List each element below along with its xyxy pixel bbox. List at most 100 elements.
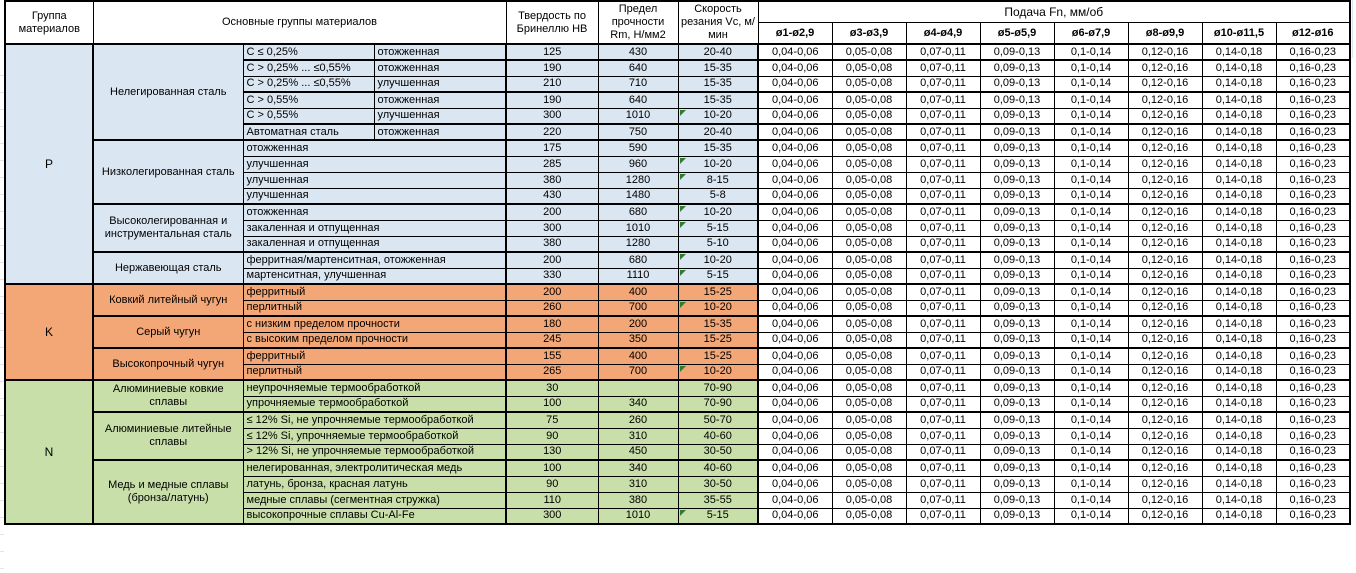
cell-hardness[interactable]: 200	[505, 203, 599, 221]
cell-feed-6[interactable]: 0,14-0,18	[1201, 155, 1277, 173]
col-header-diameter-7[interactable]: ø12-ø16	[1275, 22, 1351, 45]
col-header-main-groups[interactable]: Основные группы материалов	[92, 0, 507, 45]
cell-feed-2[interactable]: 0,07-0,11	[905, 251, 981, 269]
cell-feed-4[interactable]: 0,1-0,14	[1053, 315, 1129, 333]
cell-state[interactable]: отожженная	[373, 91, 507, 109]
cell-feed-4[interactable]: 0,1-0,14	[1053, 75, 1129, 93]
cell-feed-5[interactable]: 0,12-0,16	[1127, 475, 1203, 493]
cell-feed-5[interactable]: 0,12-0,16	[1127, 107, 1203, 125]
cell-condition[interactable]: C > 0,25% ... ≤0,55%	[242, 75, 375, 93]
cell-hardness[interactable]: 125	[505, 43, 599, 61]
cell-feed-7[interactable]: 0,16-0,23	[1275, 283, 1351, 301]
cell-feed-1[interactable]: 0,05-0,08	[831, 347, 907, 365]
cell-feed-0[interactable]: 0,04-0,06	[757, 267, 833, 285]
cell-feed-6[interactable]: 0,14-0,18	[1201, 475, 1277, 493]
cell-feed-2[interactable]: 0,07-0,11	[905, 427, 981, 445]
cell-feed-5[interactable]: 0,12-0,16	[1127, 459, 1203, 477]
cell-speed[interactable]: 15-25	[677, 331, 759, 349]
cell-feed-6[interactable]: 0,14-0,18	[1201, 347, 1277, 365]
cell-feed-4[interactable]: 0,1-0,14	[1053, 267, 1129, 285]
cell-feed-7[interactable]: 0,16-0,23	[1275, 427, 1351, 445]
cell-feed-5[interactable]: 0,12-0,16	[1127, 219, 1203, 237]
cell-hardness[interactable]: 300	[505, 507, 599, 525]
cell-feed-0[interactable]: 0,04-0,06	[757, 491, 833, 509]
cell-feed-1[interactable]: 0,05-0,08	[831, 267, 907, 285]
cell-feed-7[interactable]: 0,16-0,23	[1275, 379, 1351, 397]
cell-hardness[interactable]: 100	[505, 395, 599, 413]
cell-speed[interactable]: 70-90	[677, 379, 759, 397]
cell-feed-0[interactable]: 0,04-0,06	[757, 155, 833, 173]
cell-speed[interactable]: 20-40	[677, 123, 759, 141]
cell-feed-3[interactable]: 0,09-0,13	[979, 139, 1055, 157]
cell-feed-5[interactable]: 0,12-0,16	[1127, 411, 1203, 429]
cell-feed-2[interactable]: 0,07-0,11	[905, 75, 981, 93]
cell-feed-5[interactable]: 0,12-0,16	[1127, 315, 1203, 333]
cell-feed-6[interactable]: 0,14-0,18	[1201, 507, 1277, 525]
cell-feed-2[interactable]: 0,07-0,11	[905, 443, 981, 461]
cell-strength[interactable]: 400	[597, 347, 679, 365]
cell-feed-5[interactable]: 0,12-0,16	[1127, 347, 1203, 365]
cell-feed-3[interactable]: 0,09-0,13	[979, 427, 1055, 445]
cell-feed-5[interactable]: 0,12-0,16	[1127, 379, 1203, 397]
cell-feed-7[interactable]: 0,16-0,23	[1275, 459, 1351, 477]
cell-feed-7[interactable]: 0,16-0,23	[1275, 267, 1351, 285]
cell-feed-7[interactable]: 0,16-0,23	[1275, 203, 1351, 221]
cell-feed-3[interactable]: 0,09-0,13	[979, 123, 1055, 141]
col-header-hardness[interactable]: Твердость по Бринеллю HB	[505, 0, 599, 45]
cell-feed-0[interactable]: 0,04-0,06	[757, 235, 833, 253]
cell-strength[interactable]: 700	[597, 363, 679, 381]
cell-feed-3[interactable]: 0,09-0,13	[979, 283, 1055, 301]
col-header-diameter-6[interactable]: ø10-ø11,5	[1201, 22, 1277, 45]
cell-feed-1[interactable]: 0,05-0,08	[831, 331, 907, 349]
cell-feed-0[interactable]: 0,04-0,06	[757, 475, 833, 493]
cell-speed[interactable]: 70-90	[677, 395, 759, 413]
cell-feed-6[interactable]: 0,14-0,18	[1201, 75, 1277, 93]
cell-feed-0[interactable]: 0,04-0,06	[757, 379, 833, 397]
cell-description[interactable]: закаленная и отпущенная	[242, 219, 507, 237]
cell-feed-5[interactable]: 0,12-0,16	[1127, 171, 1203, 189]
cell-feed-0[interactable]: 0,04-0,06	[757, 91, 833, 109]
cell-feed-1[interactable]: 0,05-0,08	[831, 443, 907, 461]
cell-feed-6[interactable]: 0,14-0,18	[1201, 235, 1277, 253]
cell-feed-3[interactable]: 0,09-0,13	[979, 507, 1055, 525]
cell-feed-1[interactable]: 0,05-0,08	[831, 91, 907, 109]
cell-feed-3[interactable]: 0,09-0,13	[979, 75, 1055, 93]
cell-speed[interactable]: 40-60	[677, 459, 759, 477]
cell-description[interactable]: улучшенная	[242, 187, 507, 205]
cell-feed-2[interactable]: 0,07-0,11	[905, 507, 981, 525]
cell-feed-1[interactable]: 0,05-0,08	[831, 235, 907, 253]
cell-speed[interactable]: 10-20	[677, 363, 759, 381]
cell-feed-3[interactable]: 0,09-0,13	[979, 411, 1055, 429]
col-header-diameter-3[interactable]: ø5-ø5,9	[979, 22, 1055, 45]
cell-feed-6[interactable]: 0,14-0,18	[1201, 491, 1277, 509]
cell-feed-7[interactable]: 0,16-0,23	[1275, 107, 1351, 125]
cell-feed-7[interactable]: 0,16-0,23	[1275, 347, 1351, 365]
cell-description[interactable]: > 12% Si, не упрочняемые термообработкой	[242, 443, 507, 461]
cell-feed-1[interactable]: 0,05-0,08	[831, 107, 907, 125]
cell-feed-6[interactable]: 0,14-0,18	[1201, 427, 1277, 445]
cell-feed-5[interactable]: 0,12-0,16	[1127, 203, 1203, 221]
cell-strength[interactable]: 960	[597, 155, 679, 173]
cell-feed-6[interactable]: 0,14-0,18	[1201, 267, 1277, 285]
cell-description[interactable]: нелегированная, электролитическая медь	[242, 459, 507, 477]
cell-feed-2[interactable]: 0,07-0,11	[905, 107, 981, 125]
cell-feed-5[interactable]: 0,12-0,16	[1127, 235, 1203, 253]
cell-feed-7[interactable]: 0,16-0,23	[1275, 187, 1351, 205]
cell-hardness[interactable]: 285	[505, 155, 599, 173]
cell-feed-3[interactable]: 0,09-0,13	[979, 299, 1055, 317]
cell-feed-3[interactable]: 0,09-0,13	[979, 315, 1055, 333]
cell-strength[interactable]: 680	[597, 251, 679, 269]
cell-feed-2[interactable]: 0,07-0,11	[905, 171, 981, 189]
cell-feed-0[interactable]: 0,04-0,06	[757, 123, 833, 141]
cell-description[interactable]: с высоким пределом прочности	[242, 331, 507, 349]
cell-feed-0[interactable]: 0,04-0,06	[757, 347, 833, 365]
cell-feed-5[interactable]: 0,12-0,16	[1127, 443, 1203, 461]
cell-feed-6[interactable]: 0,14-0,18	[1201, 395, 1277, 413]
cell-subgroup-name[interactable]: Высокопрочный чугун	[92, 347, 244, 381]
cell-feed-2[interactable]: 0,07-0,11	[905, 267, 981, 285]
cell-description[interactable]: с низким пределом прочности	[242, 315, 507, 333]
cell-feed-7[interactable]: 0,16-0,23	[1275, 315, 1351, 333]
cell-condition[interactable]: C ≤ 0,25%	[242, 43, 375, 61]
cell-feed-2[interactable]: 0,07-0,11	[905, 59, 981, 77]
cell-strength[interactable]: 750	[597, 123, 679, 141]
